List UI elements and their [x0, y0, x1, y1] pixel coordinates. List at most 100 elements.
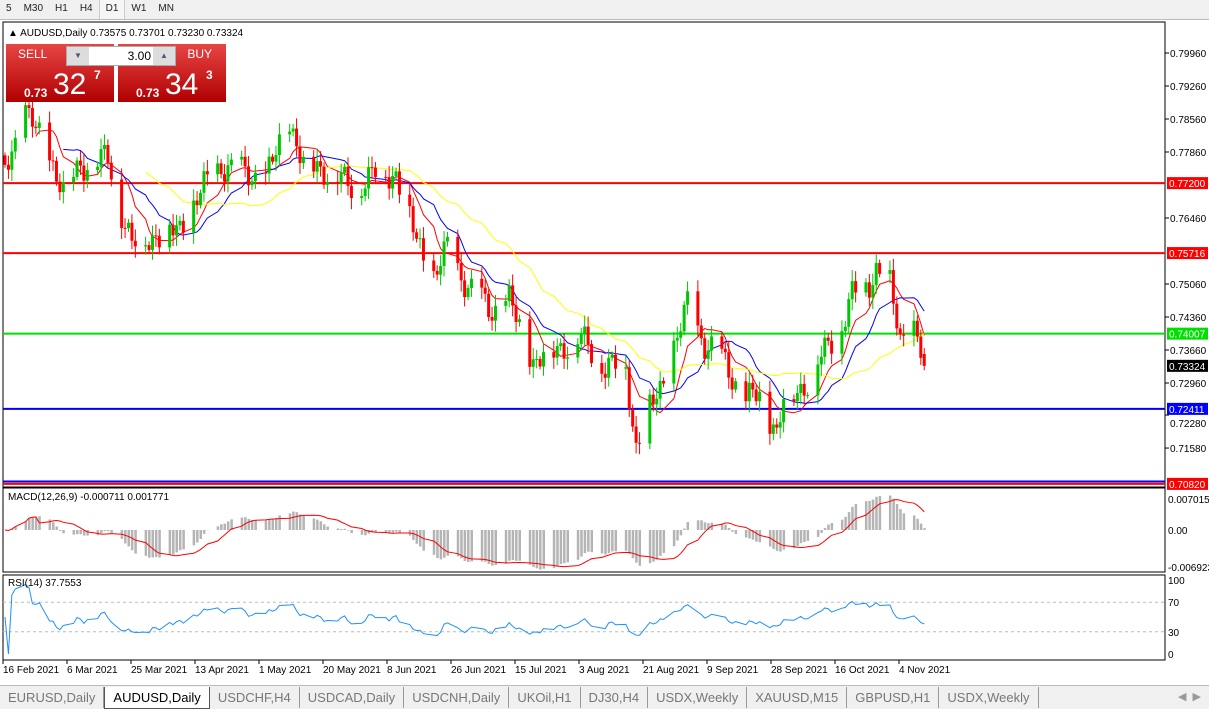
collapse-triangle-icon[interactable]: ▲	[8, 28, 18, 39]
candle-body	[13, 137, 17, 152]
timeframe-M30[interactable]: M30	[23, 3, 44, 14]
chart-area[interactable]: 0.79960 0.79260 0.78560 0.77860 0.76460 0.750…	[0, 20, 1209, 685]
lot-size-stepper[interactable]: ▼ 3.00 ▲	[66, 46, 176, 66]
macd-histogram-bar	[720, 523, 724, 530]
macd-histogram-bar	[14, 526, 17, 530]
candle-body	[439, 265, 443, 275]
timeframe-W1[interactable]: W1	[131, 3, 147, 14]
candle-body	[336, 181, 340, 184]
macd-histogram-bar	[278, 515, 281, 530]
symbol-tab[interactable]: USDX,Weekly	[939, 687, 1039, 708]
scroll-left-icon[interactable]: ◀	[1177, 691, 1187, 703]
macd-histogram-bar	[686, 522, 690, 530]
macd-histogram-bar	[854, 504, 858, 530]
candle-body	[229, 159, 233, 166]
price-tag-bg	[1167, 247, 1208, 260]
scroll-right-icon[interactable]: ▶	[1192, 691, 1201, 703]
candle	[370, 156, 374, 179]
macd-histogram-bar	[196, 530, 199, 543]
candle	[562, 332, 566, 370]
candle-body	[775, 424, 779, 428]
candle-body	[343, 166, 347, 173]
timeframe-D1[interactable]: D1	[98, 0, 126, 19]
price-axis-label: 0.73660	[1170, 346, 1207, 357]
candle	[312, 150, 316, 179]
candle-body	[919, 336, 923, 358]
macd-histogram-bar	[226, 521, 230, 530]
timeframe-H4[interactable]: H4	[79, 3, 93, 14]
candle	[902, 324, 906, 347]
candle	[319, 151, 323, 177]
macd-histogram-bar	[395, 530, 398, 532]
candle	[816, 355, 820, 405]
macd-histogram-bar	[528, 530, 532, 565]
candle-body	[226, 165, 230, 182]
rsi-line	[4, 583, 925, 655]
macd-histogram-bar	[343, 528, 347, 530]
macd-histogram-bar	[31, 517, 34, 530]
candle	[799, 372, 803, 405]
candle	[826, 332, 830, 346]
symbol-tab[interactable]: USDX,Weekly	[648, 687, 748, 708]
candle-body	[106, 144, 110, 163]
macd-histogram-bar	[463, 530, 467, 562]
candle-body	[493, 305, 497, 321]
macd-histogram-bar	[367, 530, 371, 534]
macd-histogram-bar	[467, 530, 470, 562]
macd-histogram-bar	[103, 530, 106, 532]
candle-body	[864, 282, 868, 293]
lot-size-input[interactable]: 3.00	[127, 49, 151, 63]
candle-body	[387, 177, 391, 189]
macd-histogram-bar	[82, 530, 86, 536]
symbol-tab[interactable]: XAUUSD,M15	[747, 687, 848, 708]
candle-body	[871, 285, 875, 298]
candle	[555, 338, 559, 366]
candle	[840, 320, 844, 365]
candle	[850, 270, 854, 311]
macd-histogram-bar	[254, 520, 257, 530]
candle	[267, 147, 271, 183]
candle-body	[651, 394, 655, 405]
macd-histogram-bar	[340, 528, 343, 530]
symbol-tab[interactable]: EURUSD,Daily	[0, 687, 105, 708]
macd-histogram-bar	[480, 530, 484, 562]
macd-histogram-bar	[250, 519, 254, 530]
symbol-tab[interactable]: USDCAD,Daily	[300, 687, 405, 708]
symbol-tab[interactable]: USDCHF,H4	[210, 687, 300, 708]
macd-histogram-bar	[847, 512, 851, 530]
symbol-tab[interactable]: AUDUSD,Daily	[104, 686, 210, 709]
macd-histogram-bar	[916, 518, 919, 530]
candle-body	[10, 151, 14, 170]
timeframe-MN[interactable]: MN	[158, 3, 174, 14]
symbol-tab[interactable]: USDCNH,Daily	[404, 687, 510, 708]
macd-histogram-bar	[590, 530, 594, 553]
macd-histogram-bar	[919, 523, 923, 530]
symbol-tab[interactable]: GBPUSD,H1	[847, 687, 940, 708]
timeframe-5[interactable]: 5	[6, 3, 12, 14]
candle	[192, 189, 196, 244]
candle	[487, 289, 491, 322]
candle	[223, 164, 227, 192]
macd-histogram-bar	[679, 530, 683, 536]
chart-svg[interactable]: 0.79960 0.79260 0.78560 0.77860 0.76460 0.750…	[0, 20, 1209, 685]
symbol-tab[interactable]: DJ30,H4	[581, 687, 649, 708]
candle	[648, 389, 652, 450]
candle-body	[799, 383, 803, 394]
candle	[106, 139, 110, 169]
candle	[123, 218, 127, 238]
timeframe-H1[interactable]: H1	[55, 3, 68, 14]
sell-button[interactable]: SELL 0.73 32 7	[6, 44, 114, 102]
price-tag-label: 0.74007	[1169, 330, 1206, 341]
candle	[730, 368, 734, 399]
candle	[264, 161, 268, 185]
symbol-tab[interactable]: UKOil,H1	[509, 687, 581, 708]
increase-lot-icon[interactable]: ▲	[153, 47, 175, 65]
candle-body	[823, 337, 827, 357]
candle-body	[579, 334, 583, 345]
macd-histogram-bar	[727, 527, 731, 530]
macd-histogram-bar	[518, 530, 521, 561]
macd-histogram-bar	[614, 530, 618, 552]
candle-body	[133, 240, 137, 247]
macd-histogram-bar	[895, 504, 899, 530]
decrease-lot-icon[interactable]: ▼	[67, 47, 89, 65]
